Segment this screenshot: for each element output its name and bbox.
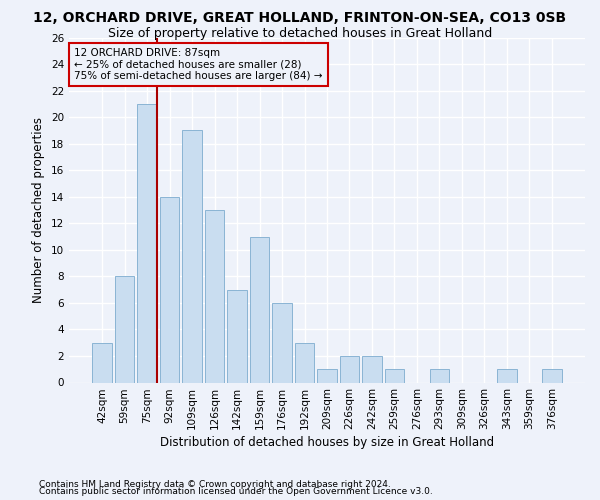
Bar [205, 210, 224, 382]
Text: Contains HM Land Registry data © Crown copyright and database right 2024.: Contains HM Land Registry data © Crown c… [39, 480, 391, 489]
Bar [272, 303, 292, 382]
Bar [497, 369, 517, 382]
Text: Size of property relative to detached houses in Great Holland: Size of property relative to detached ho… [108, 28, 492, 40]
Bar [137, 104, 157, 382]
Bar [182, 130, 202, 382]
Bar [385, 369, 404, 382]
Bar [160, 196, 179, 382]
Text: Contains public sector information licensed under the Open Government Licence v3: Contains public sector information licen… [39, 487, 433, 496]
Bar [430, 369, 449, 382]
Bar [250, 236, 269, 382]
Bar [115, 276, 134, 382]
Text: 12, ORCHARD DRIVE, GREAT HOLLAND, FRINTON-ON-SEA, CO13 0SB: 12, ORCHARD DRIVE, GREAT HOLLAND, FRINTO… [34, 12, 566, 26]
Text: 12 ORCHARD DRIVE: 87sqm
← 25% of detached houses are smaller (28)
75% of semi-de: 12 ORCHARD DRIVE: 87sqm ← 25% of detache… [74, 48, 323, 81]
X-axis label: Distribution of detached houses by size in Great Holland: Distribution of detached houses by size … [160, 436, 494, 450]
Bar [317, 369, 337, 382]
Bar [227, 290, 247, 382]
Bar [295, 342, 314, 382]
Bar [362, 356, 382, 382]
Y-axis label: Number of detached properties: Number of detached properties [32, 117, 46, 303]
Bar [340, 356, 359, 382]
Bar [92, 342, 112, 382]
Bar [542, 369, 562, 382]
